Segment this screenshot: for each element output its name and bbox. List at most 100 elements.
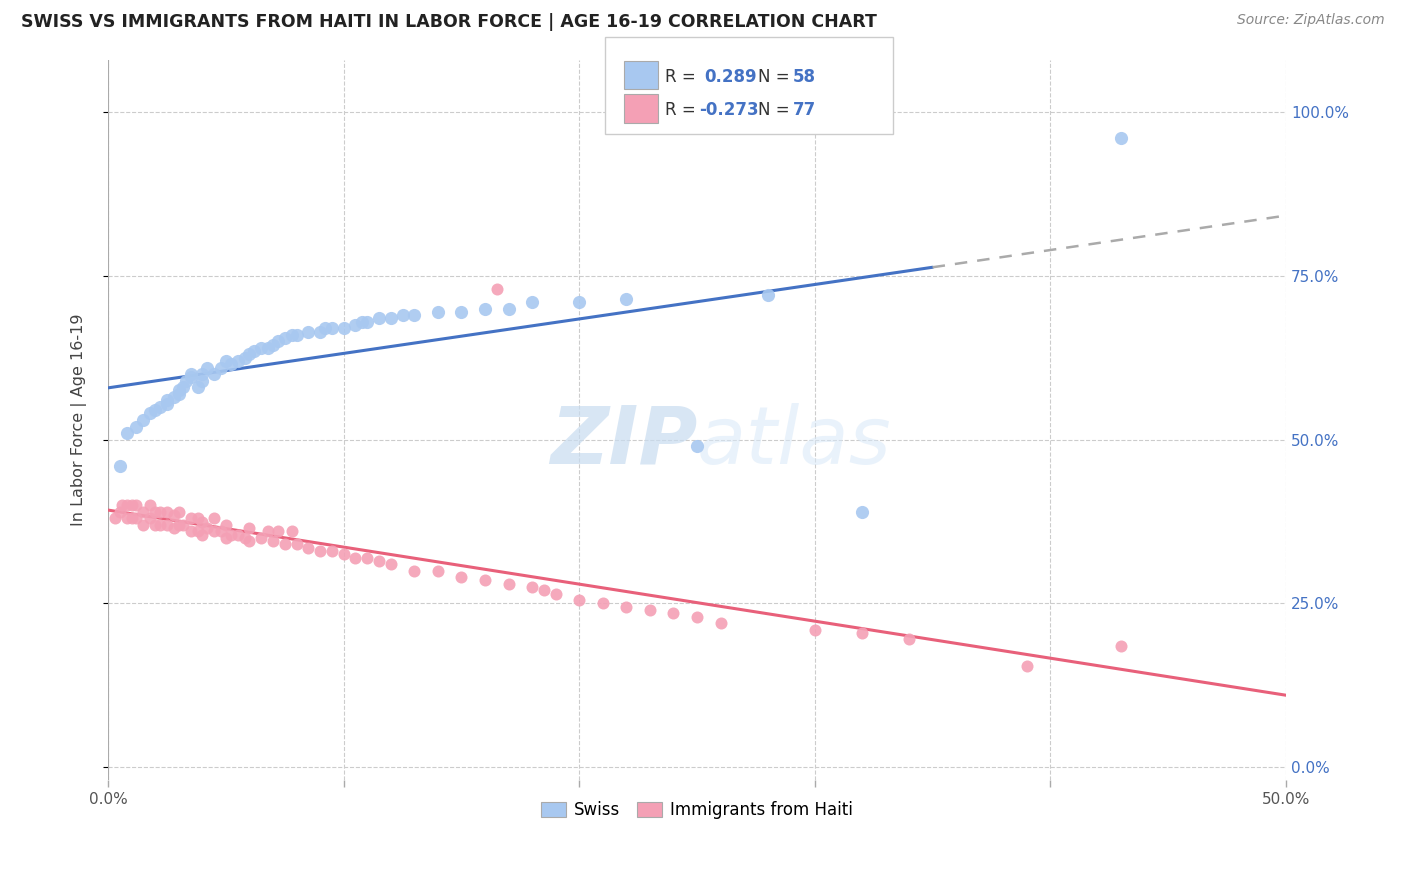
Point: [180, 524, 202, 539]
Point: [344, 550, 367, 565]
Text: Source: ZipAtlas.com: Source: ZipAtlas.com: [1237, 13, 1385, 28]
Text: atlas: atlas: [697, 402, 891, 481]
Point: [132, 413, 155, 427]
Point: [233, 351, 256, 365]
Point: [191, 527, 214, 541]
Point: [167, 386, 190, 401]
Point: [115, 511, 138, 525]
Point: [426, 305, 449, 319]
Text: 58: 58: [793, 68, 815, 86]
Point: [281, 327, 304, 342]
Point: [195, 521, 218, 535]
Point: [143, 403, 166, 417]
Point: [380, 557, 402, 571]
Point: [804, 623, 827, 637]
Point: [156, 393, 179, 408]
Point: [139, 406, 162, 420]
Point: [274, 537, 297, 551]
Point: [167, 505, 190, 519]
Point: [380, 311, 402, 326]
Point: [356, 550, 378, 565]
Point: [614, 292, 637, 306]
Point: [450, 570, 472, 584]
Point: [180, 370, 202, 384]
Point: [215, 517, 238, 532]
Point: [121, 498, 143, 512]
Point: [544, 586, 567, 600]
Point: [267, 524, 290, 539]
Point: [180, 367, 202, 381]
Text: -0.273: -0.273: [699, 101, 758, 120]
Point: [297, 541, 319, 555]
Point: [520, 295, 543, 310]
Point: [309, 325, 332, 339]
Point: [191, 374, 214, 388]
Point: [108, 505, 131, 519]
Y-axis label: In Labor Force | Age 16-19: In Labor Force | Age 16-19: [72, 314, 87, 526]
Point: [180, 511, 202, 525]
Point: [662, 606, 685, 620]
Text: N =: N =: [758, 101, 794, 120]
Point: [115, 498, 138, 512]
Point: [167, 517, 190, 532]
Point: [215, 531, 238, 545]
Point: [156, 396, 179, 410]
Text: SWISS VS IMMIGRANTS FROM HAITI IN LABOR FORCE | AGE 16-19 CORRELATION CHART: SWISS VS IMMIGRANTS FROM HAITI IN LABOR …: [21, 13, 877, 31]
Point: [898, 632, 921, 647]
Point: [485, 282, 508, 296]
Point: [226, 354, 249, 368]
Point: [233, 531, 256, 545]
Point: [191, 367, 214, 381]
Point: [143, 517, 166, 532]
Point: [314, 321, 336, 335]
Point: [592, 596, 614, 610]
Point: [174, 374, 197, 388]
Point: [163, 508, 186, 522]
Point: [321, 544, 343, 558]
Point: [257, 524, 280, 539]
Point: [238, 347, 260, 361]
Point: [257, 341, 280, 355]
Point: [167, 384, 190, 398]
Point: [195, 360, 218, 375]
Point: [202, 511, 225, 525]
Point: [1109, 639, 1132, 653]
Point: [404, 564, 426, 578]
Point: [474, 574, 496, 588]
Point: [568, 593, 591, 607]
Point: [143, 505, 166, 519]
Point: [125, 498, 148, 512]
Point: [125, 419, 148, 434]
Point: [191, 515, 214, 529]
Text: R =: R =: [665, 68, 702, 86]
Point: [104, 511, 127, 525]
Point: [686, 609, 709, 624]
Point: [156, 505, 179, 519]
Point: [356, 315, 378, 329]
Point: [686, 439, 709, 453]
Point: [498, 301, 520, 316]
Point: [187, 524, 209, 539]
Text: 77: 77: [793, 101, 817, 120]
Point: [285, 327, 308, 342]
Point: [404, 308, 426, 322]
Point: [614, 599, 637, 614]
Legend: Swiss, Immigrants from Haiti: Swiss, Immigrants from Haiti: [534, 795, 860, 826]
Point: [638, 603, 661, 617]
Text: R =: R =: [665, 101, 702, 120]
Point: [533, 583, 555, 598]
Text: 0.289: 0.289: [704, 68, 756, 86]
Point: [250, 531, 273, 545]
Point: [149, 505, 172, 519]
Point: [125, 511, 148, 525]
Point: [209, 524, 232, 539]
Point: [250, 341, 273, 355]
Point: [450, 305, 472, 319]
Point: [187, 511, 209, 525]
Point: [297, 325, 319, 339]
Point: [149, 517, 172, 532]
Point: [163, 390, 186, 404]
Point: [344, 318, 367, 332]
Point: [709, 615, 731, 630]
Point: [219, 357, 242, 371]
